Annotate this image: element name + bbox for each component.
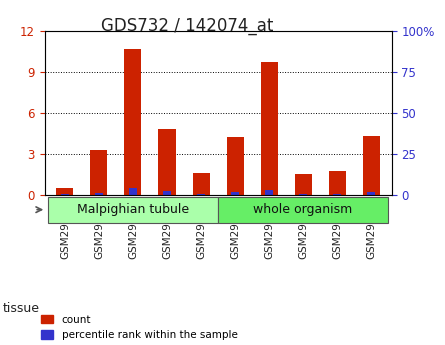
Bar: [57, 188, 73, 195]
Bar: [363, 136, 380, 195]
FancyBboxPatch shape: [48, 197, 218, 223]
Bar: [95, 193, 103, 195]
Text: whole organism: whole organism: [254, 203, 353, 216]
Bar: [333, 194, 341, 195]
Text: tissue: tissue: [2, 302, 39, 315]
Text: Malpighian tubule: Malpighian tubule: [77, 203, 189, 216]
Text: GDS732 / 142074_at: GDS732 / 142074_at: [101, 17, 273, 35]
Bar: [368, 193, 375, 195]
Bar: [129, 188, 137, 195]
Bar: [90, 150, 107, 195]
Bar: [299, 194, 307, 195]
Bar: [125, 49, 142, 195]
Bar: [295, 174, 312, 195]
Bar: [261, 62, 278, 195]
Bar: [197, 194, 205, 195]
Bar: [231, 193, 239, 195]
Bar: [227, 137, 243, 195]
Bar: [329, 171, 346, 195]
FancyBboxPatch shape: [218, 197, 388, 223]
Legend: count, percentile rank within the sample: count, percentile rank within the sample: [41, 315, 238, 340]
Bar: [163, 190, 171, 195]
Bar: [265, 190, 273, 195]
Bar: [193, 173, 210, 195]
Bar: [158, 129, 175, 195]
Bar: [61, 194, 69, 195]
